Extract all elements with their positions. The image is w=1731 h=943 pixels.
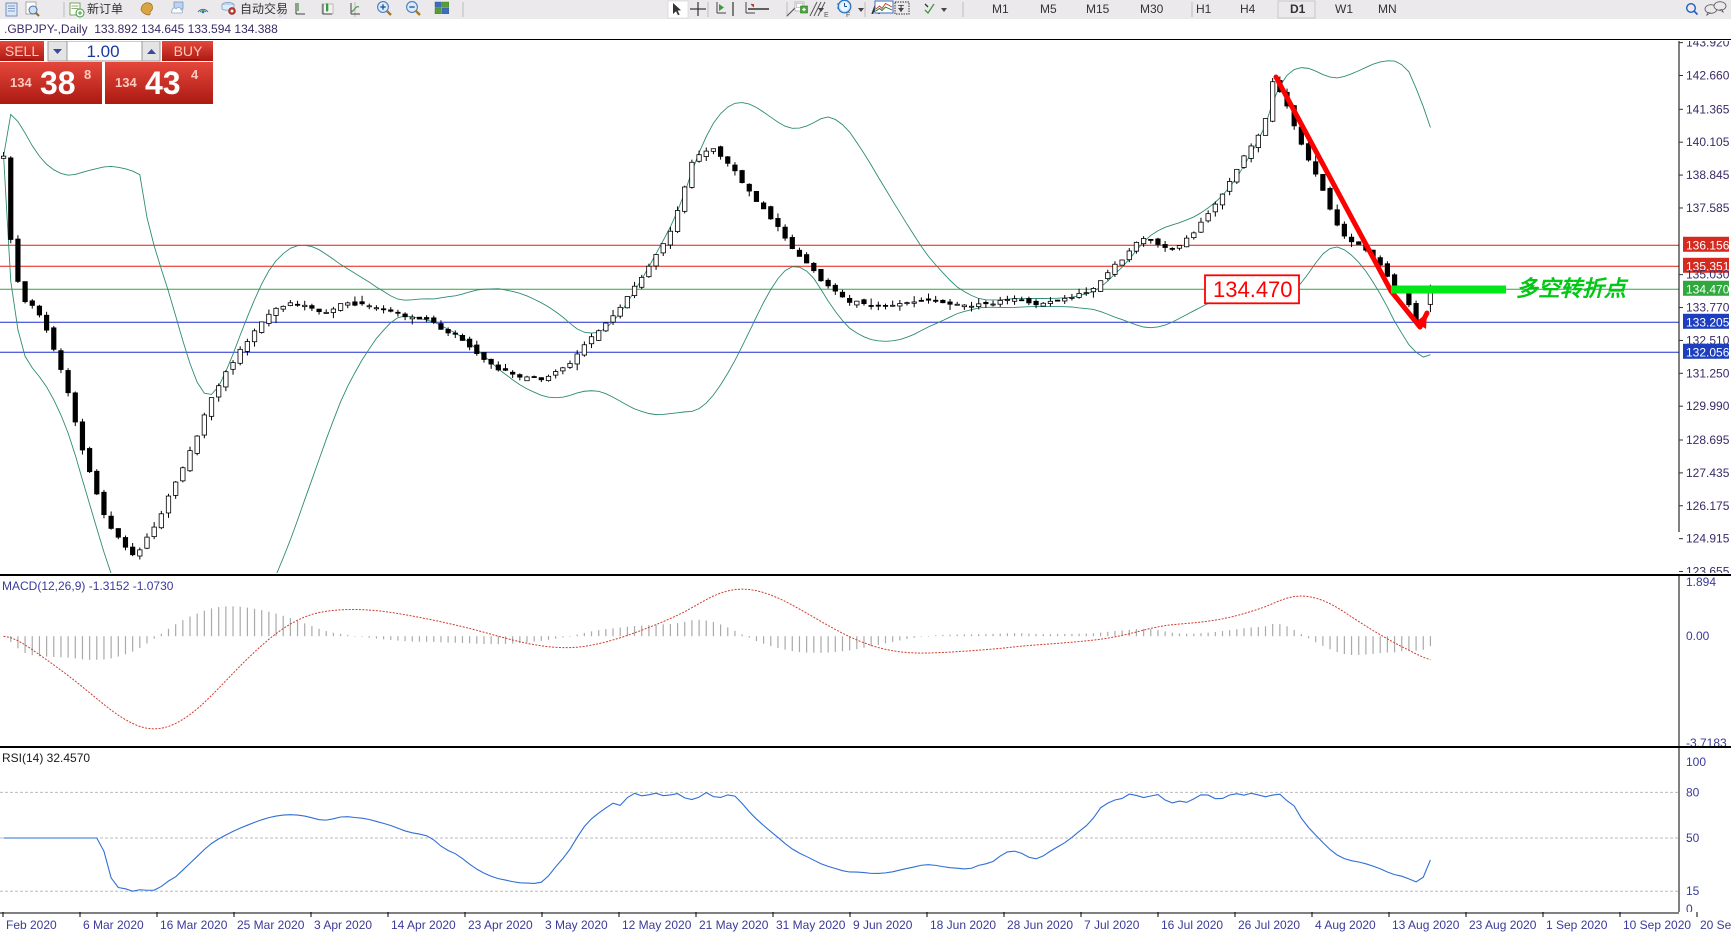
svg-text:20 Sep 2020: 20 Sep 2020 [1700,918,1731,932]
svg-text:MACD(12,26,9) -1.3152 -1.0730: MACD(12,26,9) -1.3152 -1.0730 [2,579,174,593]
svg-text:3 Apr 2020: 3 Apr 2020 [314,918,372,932]
svg-text:8: 8 [84,67,91,82]
svg-text:143.920: 143.920 [1686,41,1730,50]
svg-text:BUY: BUY [174,43,203,59]
svg-text:4: 4 [191,67,199,82]
svg-text:23 Aug 2020: 23 Aug 2020 [1469,918,1537,932]
svg-text:16 Jul 2020: 16 Jul 2020 [1161,918,1223,932]
svg-text:18 Jun 2020: 18 Jun 2020 [930,918,996,932]
svg-text:H4: H4 [1240,2,1256,16]
svg-text:自动交易: 自动交易 [240,1,288,16]
svg-text:132.056: 132.056 [1686,345,1730,359]
svg-text:100: 100 [1686,755,1706,769]
svg-text:142.660: 142.660 [1686,69,1730,83]
svg-text:123.655: 123.655 [1686,565,1730,573]
svg-text:M30: M30 [1140,2,1164,16]
svg-text:15: 15 [1686,884,1700,898]
svg-text:E: E [824,12,829,19]
svg-text:134: 134 [10,75,32,90]
svg-text:50: 50 [1686,831,1700,845]
svg-text:9 Jun 2020: 9 Jun 2020 [853,918,913,932]
svg-text:H1: H1 [1196,2,1212,16]
svg-text:134.470: 134.470 [1686,282,1730,296]
svg-text:25 Mar 2020: 25 Mar 2020 [237,918,305,932]
svg-text:14 Apr 2020: 14 Apr 2020 [391,918,456,932]
svg-text:137.585: 137.585 [1686,201,1730,215]
svg-text:136.156: 136.156 [1686,238,1730,252]
svg-text:1.894: 1.894 [1686,576,1716,589]
svg-text:133.770: 133.770 [1686,301,1730,315]
svg-text:新订单: 新订单 [87,1,123,16]
svg-text:138.845: 138.845 [1686,168,1730,182]
svg-text:141.365: 141.365 [1686,102,1730,116]
svg-text:4 Aug 2020: 4 Aug 2020 [1315,918,1376,932]
svg-text:38: 38 [40,65,76,101]
svg-text:31 May 2020: 31 May 2020 [776,918,846,932]
svg-text:RSI(14) 32.4570: RSI(14) 32.4570 [2,751,90,765]
svg-text:1 Sep 2020: 1 Sep 2020 [1546,918,1608,932]
svg-text:126.175: 126.175 [1686,499,1730,513]
svg-text:43: 43 [145,65,181,101]
svg-text:134: 134 [115,75,137,90]
svg-text:21 May 2020: 21 May 2020 [699,918,769,932]
svg-text:129.990: 129.990 [1686,399,1730,413]
svg-text:23 Apr 2020: 23 Apr 2020 [468,918,533,932]
svg-text:M5: M5 [1040,2,1057,16]
svg-text:Feb 2020: Feb 2020 [6,918,57,932]
svg-text:80: 80 [1686,785,1700,799]
svg-text:1.00: 1.00 [86,42,119,61]
svg-text:13 Aug 2020: 13 Aug 2020 [1392,918,1460,932]
svg-text:10 Sep 2020: 10 Sep 2020 [1623,918,1691,932]
svg-text:M15: M15 [1086,2,1110,16]
svg-text:M1: M1 [992,2,1009,16]
svg-text:133.205: 133.205 [1686,315,1730,329]
svg-text:D1: D1 [1290,2,1306,16]
svg-text:7 Jul 2020: 7 Jul 2020 [1084,918,1140,932]
svg-text:W1: W1 [1335,2,1353,16]
svg-text:12 May 2020: 12 May 2020 [622,918,692,932]
svg-text:131.250: 131.250 [1686,366,1730,380]
svg-text:128.695: 128.695 [1686,433,1730,447]
svg-text:28 Jun 2020: 28 Jun 2020 [1007,918,1073,932]
svg-text:140.105: 140.105 [1686,135,1730,149]
svg-text:0.00: 0.00 [1686,629,1710,643]
svg-text:16 Mar 2020: 16 Mar 2020 [160,918,228,932]
svg-text:124.915: 124.915 [1686,532,1730,546]
svg-text:135.030: 135.030 [1686,268,1730,282]
svg-text:3 May 2020: 3 May 2020 [545,918,608,932]
svg-text:127.435: 127.435 [1686,466,1730,480]
svg-text:26 Jul 2020: 26 Jul 2020 [1238,918,1300,932]
svg-text:MN: MN [1378,2,1397,16]
svg-text:SELL: SELL [5,43,39,59]
svg-text:6 Mar 2020: 6 Mar 2020 [83,918,144,932]
